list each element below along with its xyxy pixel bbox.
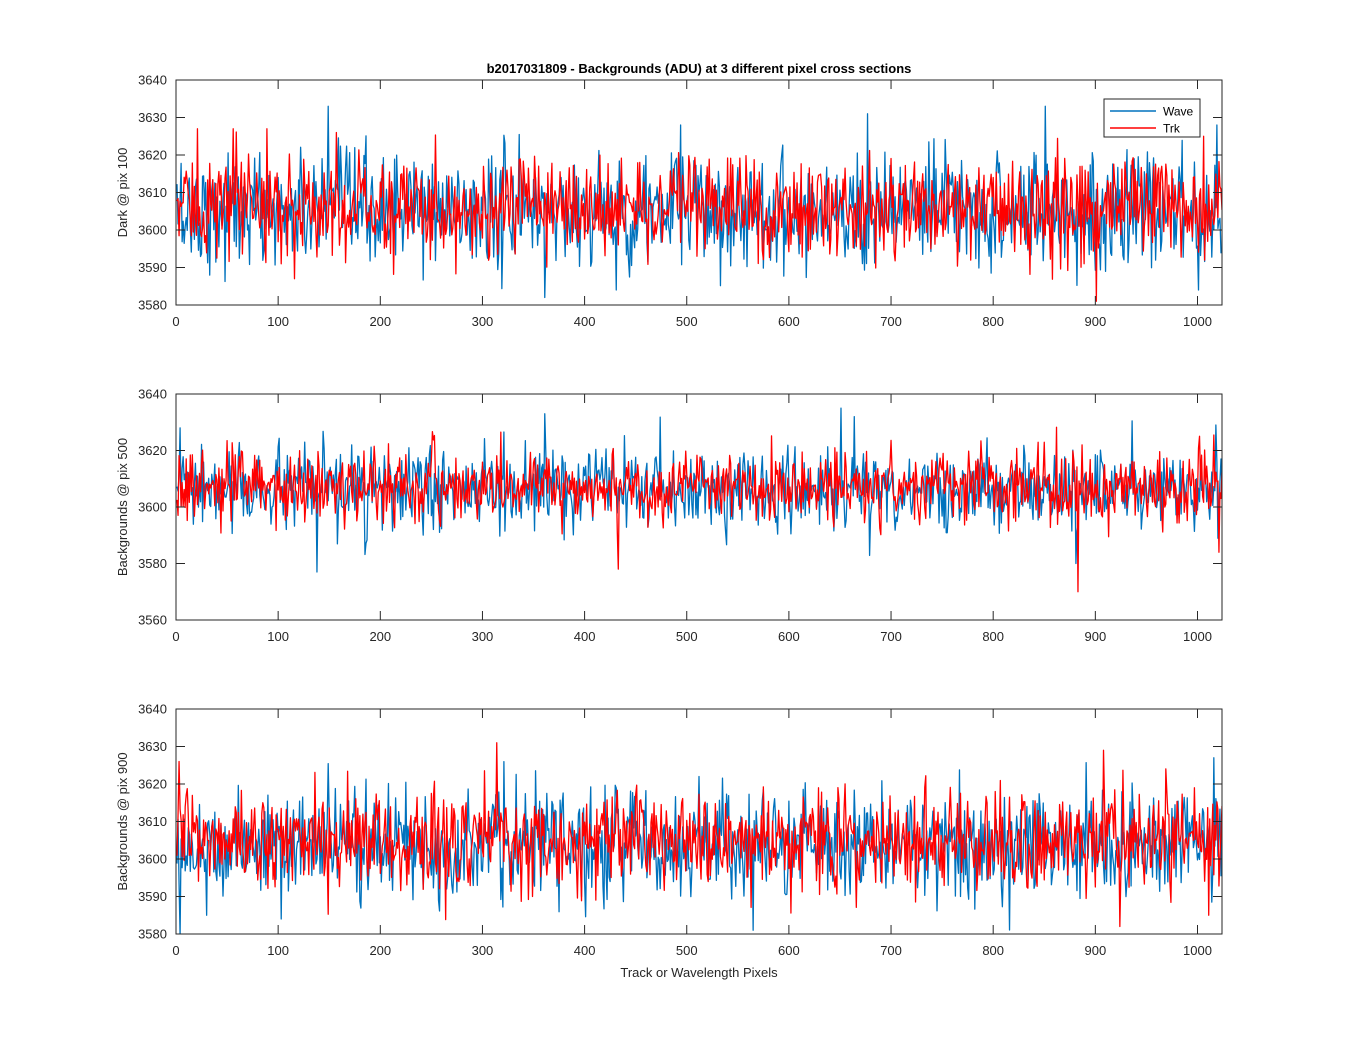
x-tick-label: 600 [778,629,800,644]
legend-label-trk: Trk [1163,122,1181,136]
x-tick-label: 1000 [1183,314,1212,329]
x-tick-label: 500 [676,314,698,329]
y-tick-label: 3580 [138,927,167,942]
x-tick-label: 700 [880,629,902,644]
series-line-trk [176,426,1222,593]
panel-1: 0 100 200 300 400 500 600 700 800 900 1000 3580 3590… [115,73,1223,329]
y-tick-label: 3590 [138,260,167,275]
panels: 0 100 200 300 400 500 600 700 800 900 100035803590… [115,73,1223,958]
y-tick-label: 3620 [138,777,167,792]
x-tick-label: 600 [778,943,800,958]
x-tick-label: 400 [574,629,596,644]
y-tick-label: 3560 [138,613,167,628]
series-line-trk [176,128,1222,302]
legend-box [1103,98,1201,138]
plot-area [176,394,1222,620]
y-axis-label: Backgrounds @ pix 900 [115,752,130,890]
x-tick-label: 200 [369,943,391,958]
x-tick-label: 800 [982,629,1004,644]
y-axis-label: Backgrounds @ pix 500 [115,438,130,576]
x-tick-label: 400 [574,943,596,958]
x-tick-label: 900 [1084,314,1106,329]
panel-2: 0 100 200 300 400 500 600 700 800 900 1000 3560 3580… [115,387,1223,644]
y-tick-label: 3620 [138,148,167,163]
y-tick-label: 3640 [138,702,167,717]
x-tick-label: 0 [172,314,179,329]
x-tick-label: 700 [880,314,902,329]
x-tick-label: 300 [472,314,494,329]
panel-3: 0 100 200 300 400 500 600 700 800 900 1000 3580 3590… [115,702,1223,958]
y-axis-label: Dark @ pix 100 [115,148,130,238]
x-tick-label: 900 [1084,943,1106,958]
x-tick-label: 500 [676,943,698,958]
x-tick-label: 300 [472,943,494,958]
x-tick-label: 400 [574,314,596,329]
y-tick-label: 3630 [138,110,167,125]
y-tick-label: 3640 [138,73,167,88]
y-tick-label: 3580 [138,556,167,571]
legend: Wave Trk [1103,98,1201,138]
y-tick-label: 3600 [138,223,167,238]
x-tick-label: 0 [172,629,179,644]
x-tick-label: 800 [982,943,1004,958]
x-tick-label: 600 [778,314,800,329]
x-tick-label: 200 [369,314,391,329]
y-tick-label: 3640 [138,387,167,402]
y-tick-label: 3580 [138,298,167,313]
x-tick-label: 500 [676,629,698,644]
series-line-trk [176,742,1222,928]
x-tick-label: 1000 [1183,629,1212,644]
y-tick-label: 3630 [138,739,167,754]
x-tick-label: 900 [1084,629,1106,644]
x-tick-label: 100 [267,314,289,329]
x-tick-label: 100 [267,629,289,644]
x-tick-label: 1000 [1183,943,1212,958]
y-tick-label: 3610 [138,814,167,829]
y-tick-label: 3600 [138,500,167,515]
y-tick-label: 3620 [138,443,167,458]
chart-title: b2017031809 - Backgrounds (ADU) at 3 dif… [487,61,912,76]
x-tick-label: 300 [472,629,494,644]
series-line-wave [176,407,1222,573]
y-tick-label: 3600 [138,852,167,867]
x-tick-label: 700 [880,943,902,958]
x-tick-label: 200 [369,629,391,644]
x-tick-label: 100 [267,943,289,958]
x-tick-label: 0 [172,943,179,958]
y-tick-label: 3610 [138,185,167,200]
legend-label-wave: Wave [1163,105,1194,119]
x-tick-label: 800 [982,314,1004,329]
x-axis-label: Track or Wavelength Pixels [620,965,778,980]
y-tick-label: 3590 [138,889,167,904]
